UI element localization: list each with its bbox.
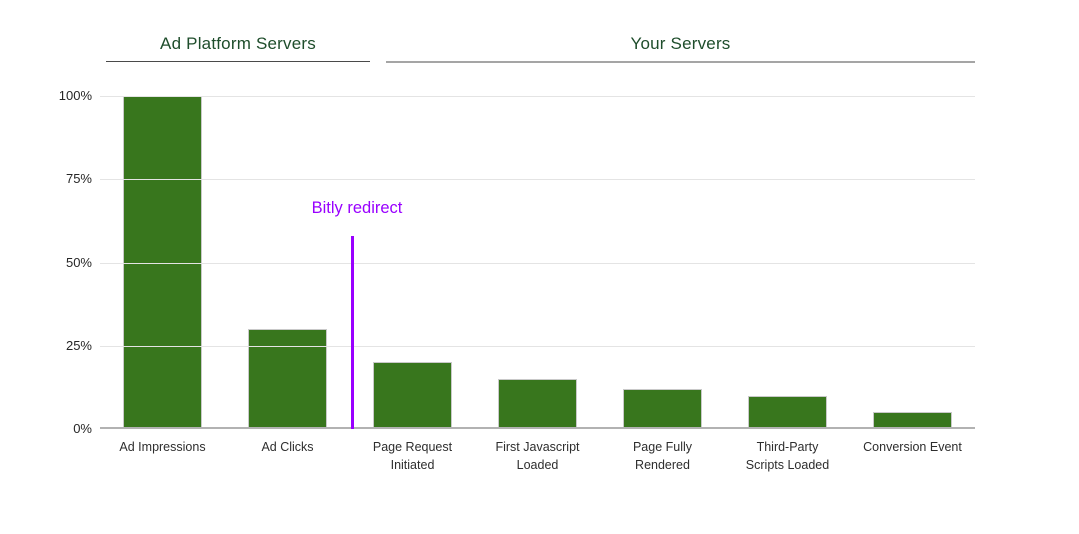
gridline-75 [100, 179, 975, 180]
y-tick-label: 75% [65, 171, 92, 186]
bar-slot [350, 96, 475, 429]
bitly-redirect-line [351, 236, 354, 429]
group-header-your-servers: Your Servers [386, 34, 975, 63]
x-axis-labels: Ad Impressions Ad Clicks Page Request Init… [100, 438, 975, 474]
bar-slot [100, 96, 225, 429]
bar-conversion-event [873, 412, 952, 429]
y-tick-label: 100% [58, 88, 92, 103]
group-header-ad-platform-servers-label: Ad Platform Servers [160, 34, 316, 53]
plot-area [100, 96, 975, 429]
bar-page-request-initiated [373, 362, 452, 429]
group-header-ad-platform-servers: Ad Platform Servers [106, 34, 370, 62]
gridline-25 [100, 346, 975, 347]
bar-slot [850, 96, 975, 429]
group-header-your-servers-label: Your Servers [630, 34, 731, 53]
bar-slot [600, 96, 725, 429]
x-category-label: First Javascript Loaded [495, 440, 580, 473]
y-tick-label: 0% [73, 421, 92, 436]
y-tick-label: 50% [65, 255, 92, 270]
bars-container [100, 96, 975, 429]
bar-slot [225, 96, 350, 429]
gridline-100 [100, 96, 975, 97]
x-category-label: Page Request Initiated [372, 440, 453, 473]
x-category-label: Ad Impressions [119, 440, 206, 454]
x-category-label: Ad Clicks [261, 440, 314, 454]
bar-page-fully-rendered [623, 389, 702, 429]
bar-slot [475, 96, 600, 429]
bar-slot [725, 96, 850, 429]
bar-ad-clicks [248, 329, 327, 429]
gridline-50 [100, 263, 975, 264]
x-category-label: Page Fully Rendered [632, 440, 693, 473]
bar-third-party-scripts-loaded [748, 395, 827, 429]
bar-ad-impressions [123, 96, 202, 429]
y-tick-label: 25% [65, 338, 92, 353]
x-category-label: Conversion Event [863, 440, 962, 454]
x-category-label: Third-Party Scripts Loaded [745, 440, 830, 473]
bitly-redirect-label: Bitly redirect [311, 199, 403, 217]
x-axis-baseline [100, 427, 975, 429]
bar-first-javascript-loaded [498, 379, 577, 429]
